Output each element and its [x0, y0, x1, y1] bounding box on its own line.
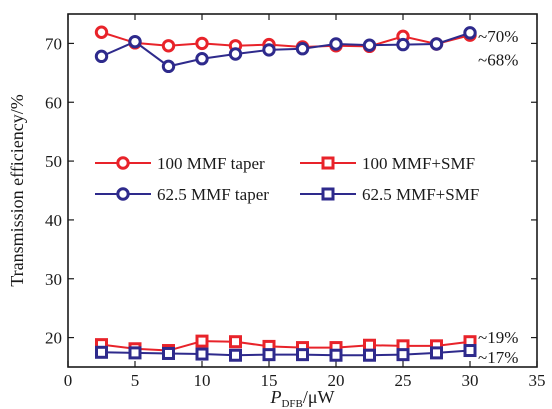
x-axis-title-unit: /μW [303, 387, 335, 407]
x-axis-title: PDFB/μW [269, 387, 334, 409]
legend-label: 100 MMF taper [157, 154, 265, 173]
legend-label: 100 MMF+SMF [362, 154, 475, 173]
chart-annotations: ~70% ~68% ~19%~17% [478, 27, 518, 367]
x-tick-label: 10 [194, 371, 211, 390]
y-axis-title: Transmission efficiency/% [7, 94, 27, 286]
legend-marker [116, 156, 130, 170]
series-1 [94, 26, 477, 74]
data-point [296, 348, 309, 362]
annotation: ~17% [478, 348, 518, 367]
data-point [94, 25, 109, 39]
y-tick-label: 20 [45, 329, 62, 348]
data-point [329, 37, 343, 51]
data-point [363, 338, 376, 352]
series-line [101, 31, 471, 68]
x-tick-label: 30 [462, 371, 479, 390]
y-tick-label: 50 [45, 152, 62, 171]
data-point [195, 334, 209, 348]
legend-item: 62.5 MMF taper [95, 185, 269, 204]
data-point [128, 34, 142, 49]
data-point [362, 38, 377, 52]
data-point [463, 344, 477, 358]
y-tick-label: 70 [45, 34, 62, 53]
legend-label: 62.5 MMF taper [157, 185, 269, 204]
legend-marker [321, 156, 335, 170]
data-point [463, 26, 477, 40]
legend-item: 100 MMF+SMF [300, 154, 475, 173]
chart-legend: 100 MMF taper 100 MMF+SMF 62.5 MMF taper 62… [95, 154, 479, 204]
data-point [396, 37, 410, 52]
legend-item: 100 MMF taper [95, 154, 265, 173]
data-point [229, 348, 242, 362]
annotation: ~19% [478, 328, 518, 347]
x-tick-label: 35 [529, 371, 546, 390]
data-point [128, 346, 142, 360]
annotation: ~70% [478, 27, 518, 46]
legend-item: 62.5 MMF+SMF [300, 185, 479, 204]
x-axis-title-subscript: DFB [281, 398, 302, 409]
series-line [101, 340, 471, 352]
data-point [195, 52, 209, 66]
chart-axes: 0 5 10 15 20 25 30 35 20 30 40 50 60 70 [45, 13, 546, 390]
data-point [262, 348, 276, 362]
legend-marker [116, 187, 130, 201]
y-tick-label: 60 [45, 93, 62, 112]
data-point [95, 345, 108, 359]
x-tick-label: 25 [395, 371, 412, 390]
x-axis-title-symbol: P [269, 387, 281, 407]
series-line [101, 349, 471, 357]
data-point [329, 348, 343, 362]
legend-label: 62.5 MMF+SMF [362, 185, 479, 204]
data-point [162, 346, 175, 360]
data-point [94, 49, 109, 64]
data-point [161, 59, 176, 74]
chart-series [94, 25, 477, 362]
data-point [429, 37, 444, 51]
data-point [262, 43, 276, 57]
legend-marker [321, 187, 335, 201]
data-point [161, 39, 176, 53]
series-3 [95, 344, 477, 362]
data-point [195, 347, 209, 361]
data-point [363, 348, 376, 362]
x-tick-label: 15 [261, 371, 278, 390]
data-point [430, 346, 443, 360]
data-point [195, 36, 209, 51]
y-tick-label: 30 [45, 270, 62, 289]
data-point [295, 42, 310, 56]
y-tick-label: 40 [45, 211, 62, 230]
data-point [228, 47, 243, 61]
data-point [396, 348, 410, 362]
x-tick-label: 20 [328, 371, 345, 390]
plot-frame [67, 13, 538, 368]
x-tick-label: 5 [131, 371, 140, 390]
x-tick-label: 0 [64, 371, 73, 390]
data-point [229, 335, 242, 349]
annotation: ~68% [478, 50, 518, 69]
